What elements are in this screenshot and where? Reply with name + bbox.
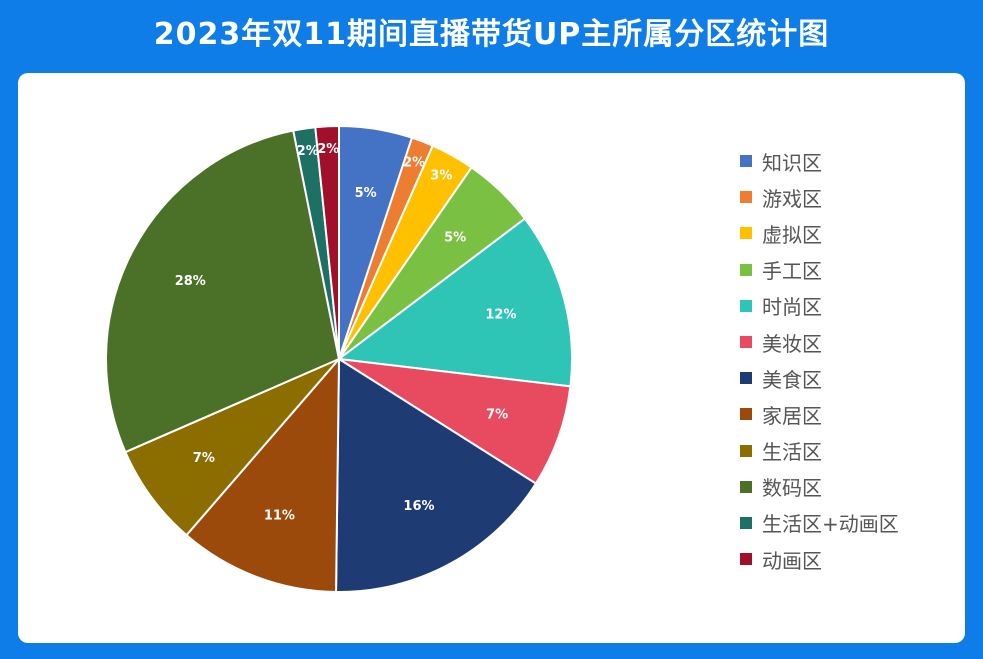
slice-data-label: 16%	[403, 499, 434, 514]
legend-label: 虚拟区	[762, 222, 822, 247]
legend-item: 生活区	[740, 433, 899, 469]
legend-label: 数码区	[762, 476, 822, 501]
pie-slice	[338, 358, 572, 485]
slice-data-label: 7%	[486, 408, 508, 423]
slice-data-label: 5%	[444, 230, 466, 245]
slice-data-label: 5%	[355, 186, 377, 201]
legend-swatch	[740, 227, 752, 240]
legend-swatch	[740, 336, 752, 349]
legend-item: 美食区	[740, 360, 899, 396]
legend-item: 知识区	[740, 143, 899, 179]
chart-title: 2023年双11期间直播带货UP主所属分区统计图	[153, 17, 830, 52]
legend-swatch	[740, 263, 752, 276]
legend-item: 生活区+动画区	[740, 505, 899, 541]
slice-data-label: 28%	[175, 274, 206, 289]
legend-label: 美妆区	[762, 331, 822, 356]
pie-slice	[185, 356, 341, 593]
pie-slice	[336, 217, 573, 388]
legend-label: 家居区	[762, 403, 822, 428]
legend-label: 生活区+动画区	[762, 512, 899, 537]
legend: 知识区游戏区虚拟区手工区时尚区美妆区美食区家居区生活区数码区生活区+动画区 动画区	[740, 143, 899, 577]
legend-swatch	[740, 191, 752, 204]
legend-label: 知识区	[762, 150, 822, 175]
legend-item: 美妆区	[740, 324, 899, 360]
legend-item: 手工区	[740, 252, 899, 288]
pie-chart: 5%2%3%5%12%7%16%11%7%28%2%2%	[105, 124, 573, 593]
legend-item: 游戏区	[740, 179, 899, 215]
legend-label: 动画区	[762, 548, 822, 573]
legend-swatch	[740, 480, 752, 493]
legend-item: 动画区	[740, 541, 899, 577]
legend-swatch	[740, 516, 752, 529]
legend-item: 虚拟区	[740, 215, 899, 251]
slice-data-label: 12%	[485, 308, 516, 323]
legend-item: 时尚区	[740, 288, 899, 324]
slice-data-label: 3%	[430, 168, 452, 183]
pie-slice	[314, 124, 340, 360]
legend-swatch	[740, 553, 752, 566]
legend-item: 家居区	[740, 396, 899, 432]
legend-label: 时尚区	[762, 295, 822, 320]
legend-swatch	[740, 444, 752, 457]
slice-data-label: 11%	[264, 508, 295, 523]
legend-swatch	[740, 408, 752, 421]
pie-slice	[105, 129, 341, 454]
slice-data-label: 2%	[403, 156, 425, 171]
slice-data-label: 7%	[193, 451, 215, 466]
slice-data-label: 2%	[297, 144, 319, 159]
legend-swatch	[740, 299, 752, 312]
legend-swatch	[740, 155, 752, 168]
slice-data-label: 2%	[317, 142, 339, 157]
legend-item: 数码区	[740, 469, 899, 505]
legend-label: 美食区	[762, 367, 822, 392]
pie-slice	[124, 358, 340, 537]
legend-label: 生活区	[762, 440, 822, 465]
legend-swatch	[740, 372, 752, 385]
legend-label: 游戏区	[762, 186, 822, 211]
legend-label: 手工区	[762, 259, 822, 284]
chart-panel: 5% 2% 3% 5% 12% 7% 16% 11% 7% 28% 2% 2% 知识区 游戏区 虚拟区 手工…	[18, 73, 965, 643]
pie-slice	[335, 357, 538, 593]
